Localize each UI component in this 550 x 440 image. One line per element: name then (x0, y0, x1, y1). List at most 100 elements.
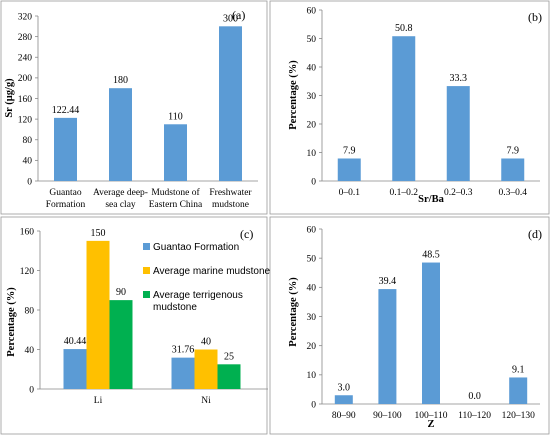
panel-d-category-label: 90–100 (373, 411, 402, 421)
panel-b-y-tick-label: 60 (307, 6, 317, 16)
panel-c-legend-label: Average terrigenous (153, 290, 243, 301)
panel-a-bar (164, 124, 187, 181)
panel-a-bar (219, 26, 242, 181)
panel-a-y-tick-label: 0 (27, 177, 32, 187)
plot-layer: 04080120160200240280320122.44GuantaoForm… (18, 6, 540, 421)
panel-b-bar (337, 158, 361, 181)
panel-c-bar (109, 300, 133, 389)
panel-b-y-tick-label: 40 (307, 63, 317, 73)
panel-a-bar-value-label: 110 (168, 111, 183, 122)
panel-d-bar-value-label: 48.5 (422, 250, 440, 261)
panel-c-category-label: Ni (201, 396, 211, 406)
panel-b-bar-value-label: 50.8 (395, 23, 413, 34)
panel-c-bar-value-label: 40.44 (64, 336, 87, 347)
panel-d-bar-value-label: 0.0 (468, 391, 481, 402)
panel-b-category-label: 0–0.1 (339, 188, 361, 198)
panel-b-y-tick-label: 0 (311, 177, 316, 187)
panel-a-y-tick-label: 200 (18, 74, 33, 84)
panel-a-category-label: Freshwater (209, 188, 252, 198)
panel-a-letter: (a) (232, 8, 245, 22)
panel-d-y-tick-label: 60 (307, 225, 317, 235)
panel-a-frame (0, 0, 268, 215)
panel-a-y-tick-label: 240 (18, 54, 33, 64)
panel-c-bar-value-label: 31.76 (172, 345, 195, 356)
panel-c-frame (0, 216, 268, 435)
panel-d-y-tick-label: 10 (307, 371, 317, 381)
panel-c-legend-swatch (143, 267, 150, 274)
panel-c-y-axis-title: Percentage (%) (6, 287, 17, 357)
panel-d-bar-value-label: 3.0 (338, 382, 351, 393)
panel-a-category-label: Guantao (49, 188, 81, 198)
panel-a-bar-value-label: 300 (223, 13, 238, 24)
panel-b-bar (501, 158, 525, 181)
panel-b-y-axis-title: Percentage (%) (288, 60, 299, 130)
panel-b-bar-value-label: 7.9 (507, 145, 520, 156)
panel-d-y-tick-label: 20 (307, 342, 317, 352)
panel-d-bar (422, 262, 440, 404)
panel-b-frame (269, 0, 550, 215)
panel-c-bar-value-label: 40 (201, 337, 211, 348)
panel-d-letter: (d) (528, 227, 542, 241)
panel-c-bar-value-label: 90 (116, 287, 126, 298)
panel-b-letter: (b) (528, 10, 542, 24)
panel-c-bar (217, 364, 241, 389)
panel-d-bar-value-label: 39.4 (379, 276, 397, 287)
panel-d-y-tick-label: 0 (311, 400, 316, 410)
panel-d-y-axis-title: Percentage (%) (288, 277, 299, 347)
panel-d-frame (269, 216, 550, 435)
panel-a-category-label: mudstone (212, 200, 249, 210)
panel-a-y-axis-title: Sr (μg/g) (4, 78, 15, 118)
panel-c-y-tick-label: 80 (25, 306, 35, 316)
panel-c-legend-label: Average marine mudstone (153, 266, 271, 277)
panel-d-bar (334, 395, 353, 404)
panel-a-category-label: Mudstone of (151, 187, 200, 198)
panel-d-bar-value-label: 9.1 (512, 364, 525, 375)
panel-a-bar-value-label: 122.44 (52, 105, 80, 116)
panel-d-category-label: 100–110 (415, 411, 448, 421)
panel-d-category-label: 80–90 (332, 411, 356, 421)
panel-b-y-tick-label: 10 (307, 149, 317, 159)
panel-c-bar (86, 240, 110, 389)
panel-c-legend-swatch (143, 243, 150, 250)
panel-b-category-label: 0.2–0.3 (444, 188, 473, 198)
panel-c-bar-value-label: 150 (91, 228, 106, 239)
panel-c-legend-swatch (143, 291, 150, 298)
panel-b-bar (392, 36, 416, 181)
panel-d-y-tick-label: 30 (307, 313, 317, 323)
panel-a-category-label: sea clay (105, 200, 136, 210)
panel-c-legend-label: Guantao Formation (153, 242, 239, 253)
panel-b-category-label: 0.3–0.4 (499, 188, 528, 198)
panel-c-y-tick-label: 160 (20, 227, 35, 237)
panel-b-bar (446, 86, 470, 181)
panel-a-y-tick-label: 80 (23, 136, 33, 146)
panel-c-y-tick-label: 0 (29, 385, 34, 395)
panel-a-category-label: Eastern China (149, 200, 203, 210)
panel-c-category-label: Li (94, 396, 103, 406)
panel-a-y-tick-label: 120 (18, 115, 33, 125)
panel-a-bar (109, 88, 132, 181)
panel-b-category-label: 0.1–0.2 (390, 188, 419, 198)
panel-d-y-tick-label: 50 (307, 254, 317, 264)
panel-b-y-tick-label: 30 (307, 92, 317, 102)
panel-a-category-label: Formation (46, 200, 86, 210)
panel-a-bar-value-label: 180 (113, 75, 128, 86)
panel-d-category-label: 120–130 (502, 411, 536, 421)
panel-c-y-tick-label: 120 (20, 267, 35, 277)
panel-a-category-label: Average deep- (93, 188, 148, 198)
panel-d-x-axis-title: Z (427, 419, 434, 430)
panel-b-x-axis-title: Sr/Ba (418, 194, 444, 205)
panel-c-letter: (c) (240, 227, 253, 241)
panel-b-bar-value-label: 33.3 (450, 73, 468, 84)
panel-a-bar (54, 117, 77, 181)
panel-c-bar (194, 349, 218, 389)
panel-b-bar-value-label: 7.9 (343, 145, 356, 156)
panel-b-y-tick-label: 20 (307, 120, 317, 130)
panel-d-bar (509, 377, 528, 404)
panel-c-y-tick-label: 40 (25, 346, 35, 356)
panel-b-y-tick-label: 50 (307, 35, 317, 45)
panel-a-y-tick-label: 320 (18, 12, 33, 22)
panel-c-bar-value-label: 25 (224, 351, 234, 362)
panel-d-bar (378, 289, 397, 404)
panel-d-category-label: 110–120 (458, 411, 491, 421)
